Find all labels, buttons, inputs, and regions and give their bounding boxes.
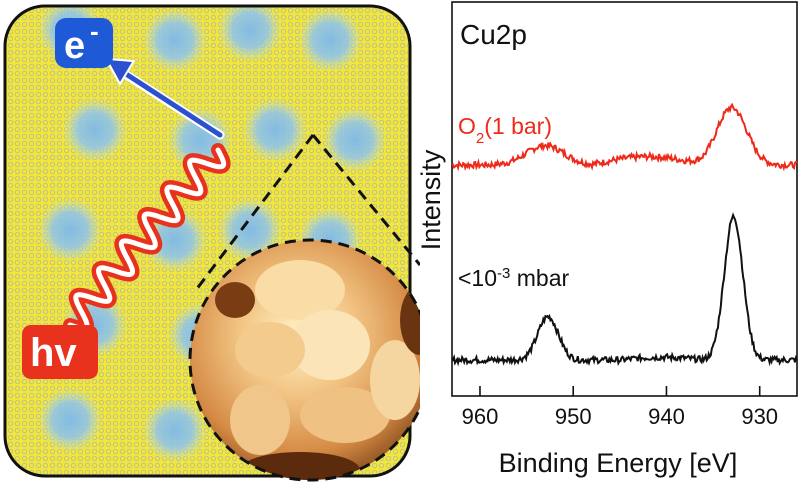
x-tick-label: 950 [555, 404, 592, 429]
series-label-vacuum-sup: -3 [497, 265, 510, 282]
electron-arrow [104, 57, 225, 140]
series-lines [451, 102, 798, 367]
series-label-vacuum: <10-3 mbar [458, 265, 569, 292]
island [243, 98, 307, 162]
x-tick-label: 930 [741, 404, 778, 429]
substrate-frame [3, 4, 412, 478]
stm-inset [188, 238, 420, 482]
electron-label: e [64, 25, 85, 67]
island [218, 6, 282, 62]
y-axis-label: Intensity [416, 149, 446, 250]
series-line-1 [451, 212, 798, 367]
series-label-o2-sub: 2 [476, 130, 484, 147]
x-axis-label: Binding Energy [eV] [499, 448, 738, 478]
chart-title: Cu2p [460, 19, 527, 50]
zoom-line-right [311, 134, 420, 266]
island [38, 388, 102, 452]
series-label-vacuum-rest: mbar [510, 265, 569, 291]
electron-badge: e - [55, 16, 113, 68]
electron-charge: - [90, 16, 99, 46]
photon-badge: hv [22, 325, 98, 379]
schematic-illustration: e - hv [3, 4, 420, 482]
photon-label: hv [30, 331, 77, 375]
island [218, 198, 282, 262]
island [143, 208, 207, 272]
island [143, 398, 207, 462]
photon-wave [63, 143, 231, 336]
series-line-0 [451, 102, 798, 172]
island [323, 108, 387, 172]
x-tick-label: 960 [462, 404, 499, 429]
island [298, 8, 362, 72]
island [63, 98, 127, 162]
zoom-line-left [194, 134, 315, 291]
plot-frame [451, 1, 798, 397]
series-label-o2-rest: (1 bar) [484, 113, 552, 139]
x-tick-label: 940 [648, 404, 685, 429]
series-label-o2: O2(1 bar) [458, 113, 552, 147]
series-label-vacuum-main: <10 [458, 265, 497, 291]
x-axis-ticks: 960 950 940 930 [462, 386, 778, 429]
island [38, 198, 102, 262]
island [143, 8, 207, 72]
series-label-o2-main: O [458, 113, 476, 139]
